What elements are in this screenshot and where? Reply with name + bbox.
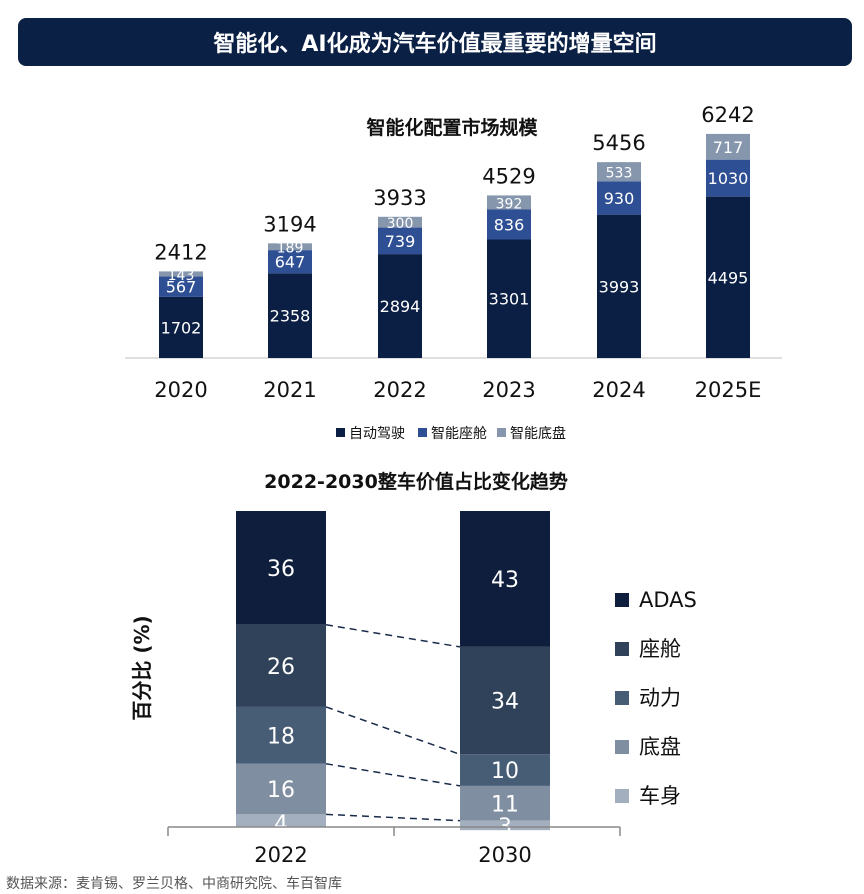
bar-value-label: 392: [496, 196, 523, 212]
bar-2021-series-0: [268, 273, 312, 358]
legend-label: 智能底盘: [510, 425, 566, 442]
bar-value-label: 739: [385, 232, 416, 251]
share-bar-2030-0: [460, 511, 550, 647]
legend-label: 智能座舱: [431, 426, 487, 442]
title-banner: 智能化、AI化成为汽车价值最重要的增量空间: [18, 18, 852, 66]
x-tick-label: 2022: [373, 378, 426, 402]
bar-2022-series-0: [378, 254, 422, 358]
share-bar-2030-2: [460, 754, 550, 786]
bar-value-label: 189: [277, 241, 304, 257]
total-label: 4529: [482, 164, 535, 188]
banner-title: 智能化、AI化成为汽车价值最重要的增量空间: [213, 32, 657, 57]
bar-value-label: 533: [606, 166, 633, 182]
share-value-label: 3: [498, 815, 512, 840]
bar-value-label: 567: [166, 278, 197, 297]
bar-value-label: 4495: [708, 268, 749, 287]
total-label: 3194: [263, 212, 316, 236]
legend-swatch: [418, 428, 427, 437]
x-tick-label: 2025E: [695, 378, 762, 402]
bar-value-label: 2358: [270, 307, 311, 326]
bar-2020-series-1: [159, 276, 203, 297]
connector-line: [325, 763, 461, 787]
legend-label-2: ADAS: [639, 588, 697, 612]
bar-2022-series-1: [378, 227, 422, 255]
share-value-label: 26: [267, 655, 295, 680]
share-value-label: 10: [491, 759, 519, 784]
bar-2022-series-2: [378, 216, 422, 228]
share-bar-2022-3: [236, 763, 326, 815]
chart1-title: 智能化配置市场规模: [366, 116, 538, 139]
bar-value-label: 930: [604, 189, 635, 208]
total-label: 5456: [592, 131, 645, 155]
total-label: 3933: [373, 186, 426, 210]
source-note: 数据来源：麦肯锡、罗兰贝格、中商研究院、车百智库: [6, 876, 342, 892]
legend-swatch-2: [615, 740, 629, 754]
total-label: 6242: [701, 103, 754, 127]
y-axis-label: 百分比 (%): [130, 615, 154, 720]
x-tick-label: 2023: [482, 378, 535, 402]
bar-2024-series-2: [597, 162, 641, 182]
legend-label-2: 底盘: [639, 735, 681, 759]
total-label: 2412: [154, 240, 207, 264]
bar-value-label: 2894: [380, 297, 421, 316]
bar-2024-series-0: [597, 214, 641, 358]
legend-swatch-2: [615, 593, 629, 607]
share-bar-2022-2: [236, 706, 326, 764]
share-value-label: 36: [267, 557, 295, 582]
legend-swatch-2: [615, 789, 629, 803]
bar-2021-series-2: [268, 243, 312, 251]
bar-value-label: 3301: [489, 290, 530, 309]
legend-swatch-2: [615, 642, 629, 656]
bar-2023-series-0: [487, 239, 531, 358]
legend-label: 自动驾驶: [349, 426, 405, 442]
legend-swatch: [497, 428, 506, 437]
x-tick-label-2: 2030: [478, 843, 531, 867]
bar-2024-series-1: [597, 181, 641, 215]
share-bar-2022-0: [236, 511, 326, 625]
bar-value-label: 1030: [708, 169, 749, 188]
share-bar-2030-3: [460, 785, 550, 821]
bar-value-label: 717: [713, 138, 744, 157]
bar-value-label: 836: [494, 215, 525, 234]
bar-2020-series-2: [159, 271, 203, 277]
x-tick-label: 2020: [154, 378, 207, 402]
share-bar-2022-1: [236, 624, 326, 707]
connector-line: [325, 624, 461, 648]
legend-swatch-2: [615, 691, 629, 705]
bar-value-label: 143: [168, 268, 195, 284]
connector-line: [325, 813, 461, 822]
bar-value-label: 1702: [161, 318, 202, 337]
legend-label-2: 座舱: [639, 637, 681, 661]
x-tick-label: 2021: [263, 378, 316, 402]
bar-2025e-series-0: [706, 196, 750, 358]
x-tick-label-2: 2022: [254, 843, 307, 867]
share-value-label: 34: [491, 690, 519, 715]
x-tick-label: 2024: [592, 378, 645, 402]
bar-2020-series-0: [159, 296, 203, 358]
bar-value-label: 300: [387, 216, 414, 232]
legend-swatch: [336, 428, 345, 437]
bar-value-label: 647: [275, 253, 306, 272]
share-value-label: 11: [491, 792, 519, 817]
share-bar-2022-4: [236, 814, 326, 827]
share-value-label: 18: [267, 724, 295, 749]
bar-2025e-series-1: [706, 159, 750, 197]
legend-label-2: 车身: [639, 784, 681, 808]
bar-value-label: 3993: [599, 277, 640, 296]
share-value-label: 16: [267, 778, 295, 803]
bar-2025e-series-2: [706, 133, 750, 160]
bar-2023-series-2: [487, 195, 531, 210]
bar-2021-series-1: [268, 250, 312, 274]
share-bar-2030-1: [460, 646, 550, 755]
legend-label-2: 动力: [639, 686, 681, 710]
share-bar-2030-4: [460, 820, 550, 831]
connector-line: [325, 706, 461, 756]
share-value-label: 4: [274, 812, 288, 837]
share-value-label: 43: [491, 568, 519, 593]
chart2-title: 2022-2030整车价值占比变化趋势: [264, 470, 568, 493]
bar-2023-series-1: [487, 209, 531, 240]
